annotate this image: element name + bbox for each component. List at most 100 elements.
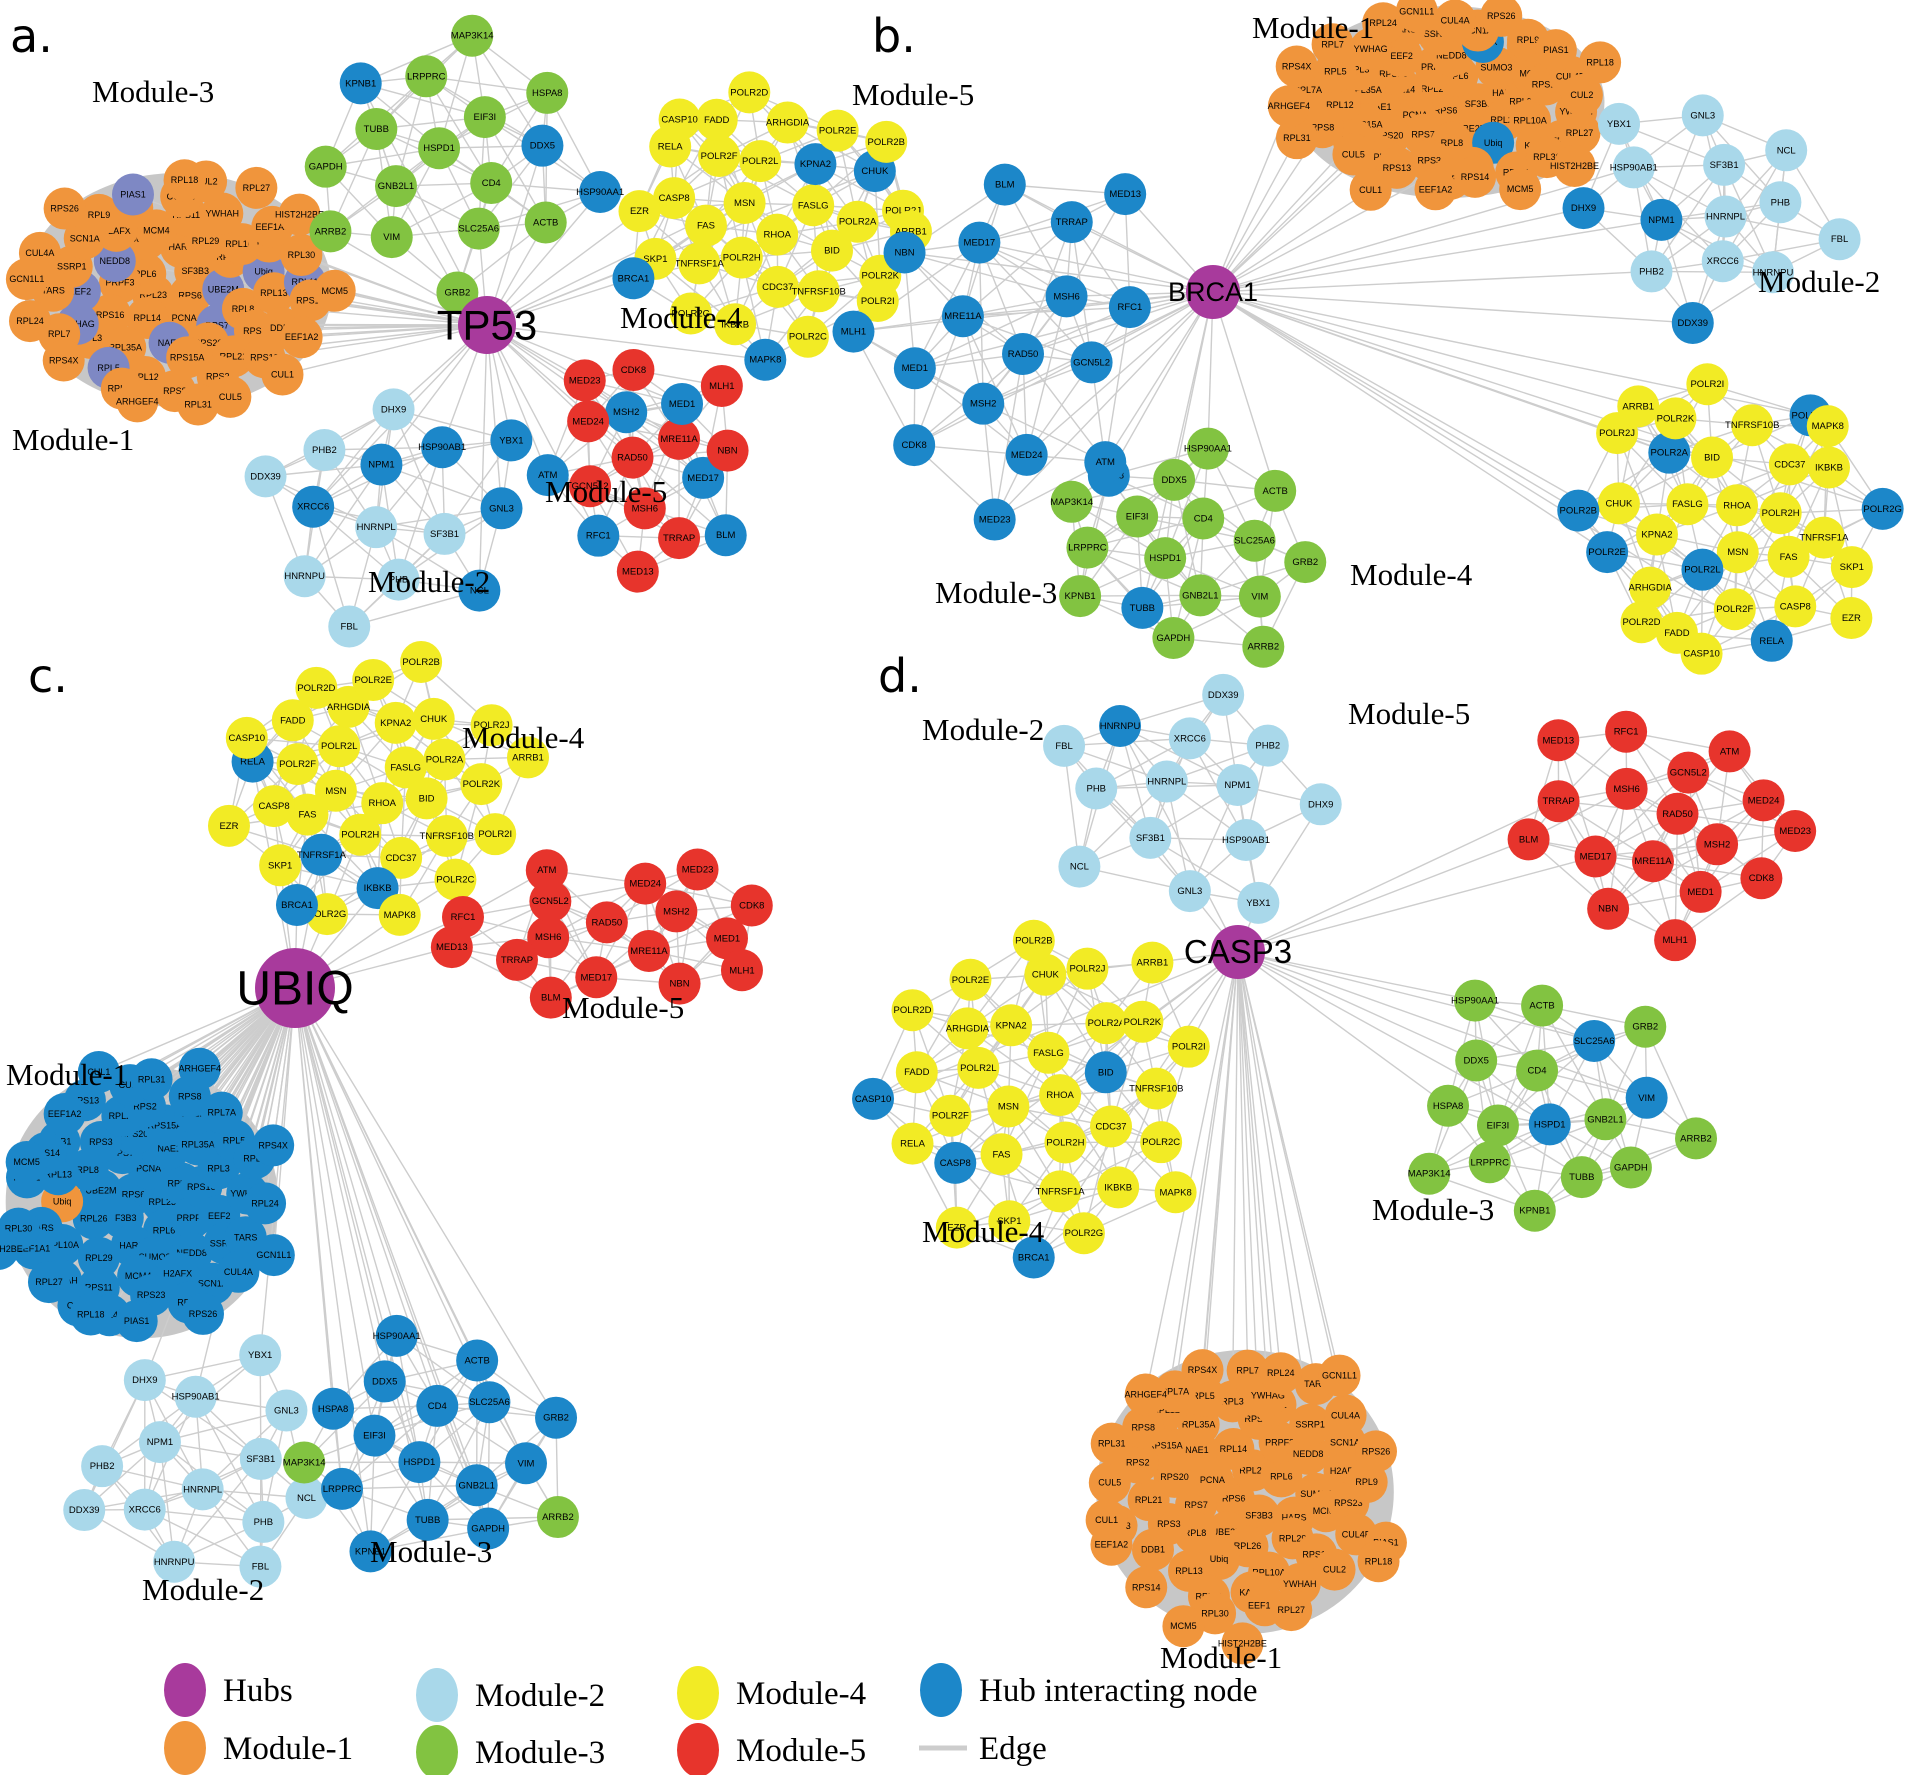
node-actb[interactable]: ACTB <box>456 1339 499 1382</box>
node-circle-msh2[interactable] <box>1696 823 1739 866</box>
node-rpl7a[interactable]: RPL7A <box>200 1091 243 1134</box>
node-med13[interactable]: MED13 <box>1537 719 1580 762</box>
node-circle-rps26[interactable] <box>1355 1430 1398 1473</box>
node-circle-atm[interactable] <box>526 454 569 497</box>
node-vim[interactable]: VIM <box>1238 575 1281 618</box>
node-mcm5[interactable]: MCM5 <box>5 1141 48 1184</box>
node-gapdh[interactable]: GAPDH <box>1609 1146 1652 1189</box>
node-tubb[interactable]: TUBB <box>1560 1156 1603 1199</box>
node-circle-hist2h2be[interactable] <box>0 1228 20 1270</box>
node-arhgef4[interactable]: ARHGEF4 <box>1268 85 1311 128</box>
node-msh6[interactable]: MSH6 <box>1045 275 1088 318</box>
node-circle-npm1[interactable] <box>1640 198 1683 241</box>
node-circle-polr2g[interactable] <box>669 292 712 335</box>
node-gnb2l1[interactable]: GNB2L1 <box>1584 1098 1627 1141</box>
node-circle-actb[interactable] <box>456 1339 499 1382</box>
node-slc25a6[interactable]: SLC25A6 <box>1233 519 1276 562</box>
node-circle-eef1a2[interactable] <box>43 1093 86 1136</box>
node-circle-ybx1[interactable] <box>239 1334 282 1377</box>
node-circle-blm[interactable] <box>704 514 747 557</box>
node-circle-rpl24[interactable] <box>244 1182 287 1225</box>
node-arhgef4[interactable]: ARHGEF4 <box>178 1047 221 1090</box>
node-circle-rps4x[interactable] <box>1181 1349 1224 1392</box>
node-circle-arhgef4[interactable] <box>116 380 159 423</box>
node-cd4[interactable]: CD4 <box>1516 1049 1559 1092</box>
node-gnl3[interactable]: GNL3 <box>1681 94 1724 137</box>
node-circle-ddx5[interactable] <box>1153 458 1196 501</box>
node-cdc37[interactable]: CDC37 <box>1090 1105 1133 1148</box>
node-bid[interactable]: BID <box>405 777 448 820</box>
node-polr2f[interactable]: POLR2F <box>276 743 319 786</box>
node-circle-hspd1[interactable] <box>418 127 461 170</box>
node-circle-rpl7a[interactable] <box>200 1091 243 1134</box>
node-circle-polr2h[interactable] <box>1044 1121 1087 1164</box>
node-msh2[interactable]: MSH2 <box>605 391 648 434</box>
node-circle-rpl31[interactable] <box>1090 1422 1133 1465</box>
node-rps14[interactable]: RPS14 <box>1125 1566 1168 1609</box>
node-circle-nbn[interactable] <box>1587 887 1630 930</box>
node-hspd1[interactable]: HSPD1 <box>418 127 461 170</box>
node-circle-gnb2l1[interactable] <box>1584 1098 1627 1141</box>
node-circle-fbl[interactable] <box>239 1545 282 1588</box>
node-circle-atm[interactable] <box>1708 730 1751 773</box>
node-ezr[interactable]: EZR <box>618 190 661 233</box>
node-polr2k[interactable]: POLR2K <box>460 763 503 806</box>
node-circle-gcn5l2[interactable] <box>1070 341 1113 384</box>
node-circle-brca1[interactable] <box>275 884 318 927</box>
node-gapdh[interactable]: GAPDH <box>1152 616 1195 659</box>
node-circle-polr2f[interactable] <box>698 134 741 177</box>
node-faslg[interactable]: FASLG <box>1666 483 1709 526</box>
node-med13[interactable]: MED13 <box>430 926 473 969</box>
node-circle-cd4[interactable] <box>470 162 513 205</box>
node-cdk8[interactable]: CDK8 <box>893 424 936 467</box>
node-fbl[interactable]: FBL <box>1818 218 1861 261</box>
node-circle-polr2b[interactable] <box>865 120 908 163</box>
node-circle-rpl29[interactable] <box>77 1236 120 1279</box>
node-med24[interactable]: MED24 <box>567 400 610 443</box>
node-eif3i[interactable]: EIF3I <box>463 96 506 139</box>
node-circle-pias1[interactable] <box>115 1300 158 1343</box>
node-circle-med1[interactable] <box>1679 870 1722 913</box>
node-ybx1[interactable]: YBX1 <box>1598 102 1641 145</box>
node-circle-arrb1[interactable] <box>1617 385 1660 428</box>
node-slc25a6[interactable]: SLC25A6 <box>457 207 500 250</box>
node-polr2h[interactable]: POLR2H <box>339 813 382 856</box>
node-circle-gcn5l2[interactable] <box>529 880 572 923</box>
node-circle-gcn1l1[interactable] <box>252 1234 295 1277</box>
node-cd4[interactable]: CD4 <box>470 162 513 205</box>
node-rpl18[interactable]: RPL18 <box>1357 1540 1400 1583</box>
node-circle-nbn[interactable] <box>883 231 926 274</box>
node-map3k14[interactable]: MAP3K14 <box>1408 1152 1451 1195</box>
node-circle-gapdh[interactable] <box>467 1507 510 1550</box>
node-circle-hist2h2be[interactable] <box>1221 1622 1264 1665</box>
node-circle-mre11a[interactable] <box>941 295 984 338</box>
node-circle-med24[interactable] <box>567 400 610 443</box>
node-circle-fbl[interactable] <box>328 605 371 648</box>
node-circle-casp8[interactable] <box>1774 585 1817 628</box>
node-circle-blm[interactable] <box>1507 818 1550 861</box>
node-arrb2[interactable]: ARRB2 <box>1675 1117 1718 1160</box>
node-mre11a[interactable]: MRE11A <box>941 295 984 338</box>
node-ezr[interactable]: EZR <box>207 804 250 847</box>
node-nbn[interactable]: NBN <box>883 231 926 274</box>
node-xrcc6[interactable]: XRCC6 <box>1168 717 1211 760</box>
node-hsp90ab1[interactable]: HSP90AB1 <box>1610 146 1658 189</box>
node-circle-tnfrsf10b[interactable] <box>1135 1067 1178 1110</box>
node-brca1[interactable]: BRCA1 <box>275 884 318 927</box>
node-arrb2[interactable]: ARRB2 <box>536 1496 579 1539</box>
node-circle-faslg[interactable] <box>384 746 427 789</box>
node-casp10[interactable]: CASP10 <box>1680 632 1723 675</box>
node-circle-pias1[interactable] <box>111 173 154 216</box>
node-circle-chuk[interactable] <box>412 697 455 740</box>
node-rps4x[interactable]: RPS4X <box>42 339 85 382</box>
node-circle-sf3b1[interactable] <box>423 512 466 555</box>
node-circle-rfc1[interactable] <box>1605 710 1648 753</box>
node-circle-rpl31[interactable] <box>1275 117 1318 160</box>
node-dhx9[interactable]: DHX9 <box>372 388 415 431</box>
node-mlh1[interactable]: MLH1 <box>720 949 763 992</box>
node-rps4x[interactable]: RPS4X <box>1275 45 1318 88</box>
node-circle-polr2h[interactable] <box>339 813 382 856</box>
node-fadd[interactable]: FADD <box>695 98 738 141</box>
node-hspa8[interactable]: HSPA8 <box>1427 1084 1470 1127</box>
node-polr2d[interactable]: POLR2D <box>295 666 338 709</box>
